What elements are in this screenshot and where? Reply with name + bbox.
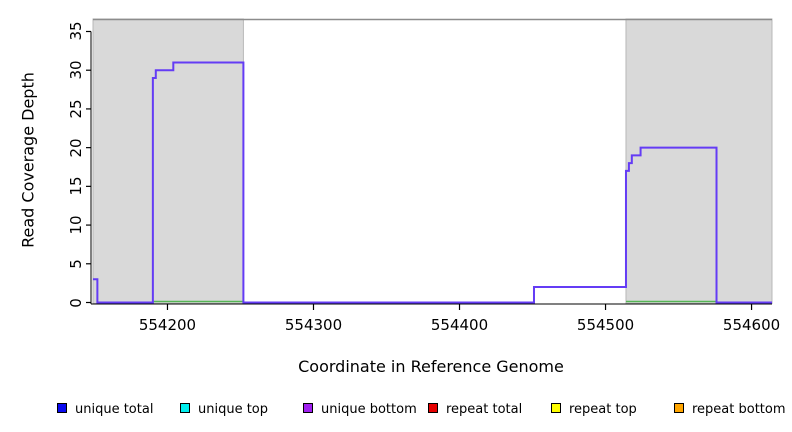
- x-tick-label: 554200: [138, 316, 197, 334]
- x-tick-label: 554600: [722, 316, 781, 334]
- legend-label: repeat bottom: [692, 402, 786, 417]
- repeat-region-rect: [625, 18, 773, 304]
- legend-swatch-icon: [180, 403, 190, 413]
- legend-label: unique bottom: [321, 402, 417, 417]
- x-tick-label: 554300: [284, 316, 343, 334]
- legend-label: unique total: [75, 402, 154, 417]
- y-tick-label: 30: [67, 60, 85, 80]
- y-tick-label: 15: [67, 176, 85, 196]
- x-axis-title: Coordinate in Reference Genome: [298, 357, 564, 376]
- legend-label: repeat top: [569, 402, 637, 417]
- legend-label: unique top: [198, 402, 269, 417]
- coverage-line: [93, 61, 772, 304]
- legend-label: repeat total: [446, 402, 523, 417]
- legend-swatch-icon: [674, 403, 684, 413]
- legend-swatch-icon: [57, 403, 67, 413]
- y-tick-label: 10: [67, 215, 85, 235]
- y-tick-label: 20: [67, 138, 85, 158]
- legend-swatch-icon: [303, 403, 313, 413]
- y-axis-title: Read Coverage Depth: [18, 72, 38, 248]
- y-tick-label: 35: [67, 21, 85, 42]
- x-tick-label: 554400: [430, 316, 489, 334]
- repeat-region-rect: [92, 18, 244, 304]
- y-tick-label: 5: [67, 259, 85, 269]
- x-tick-label: 554500: [576, 316, 635, 334]
- legend-swatch-icon: [428, 403, 438, 413]
- y-tick-label: 0: [67, 297, 85, 308]
- legend-swatch-icon: [551, 403, 561, 413]
- y-tick-label: 25: [67, 99, 85, 119]
